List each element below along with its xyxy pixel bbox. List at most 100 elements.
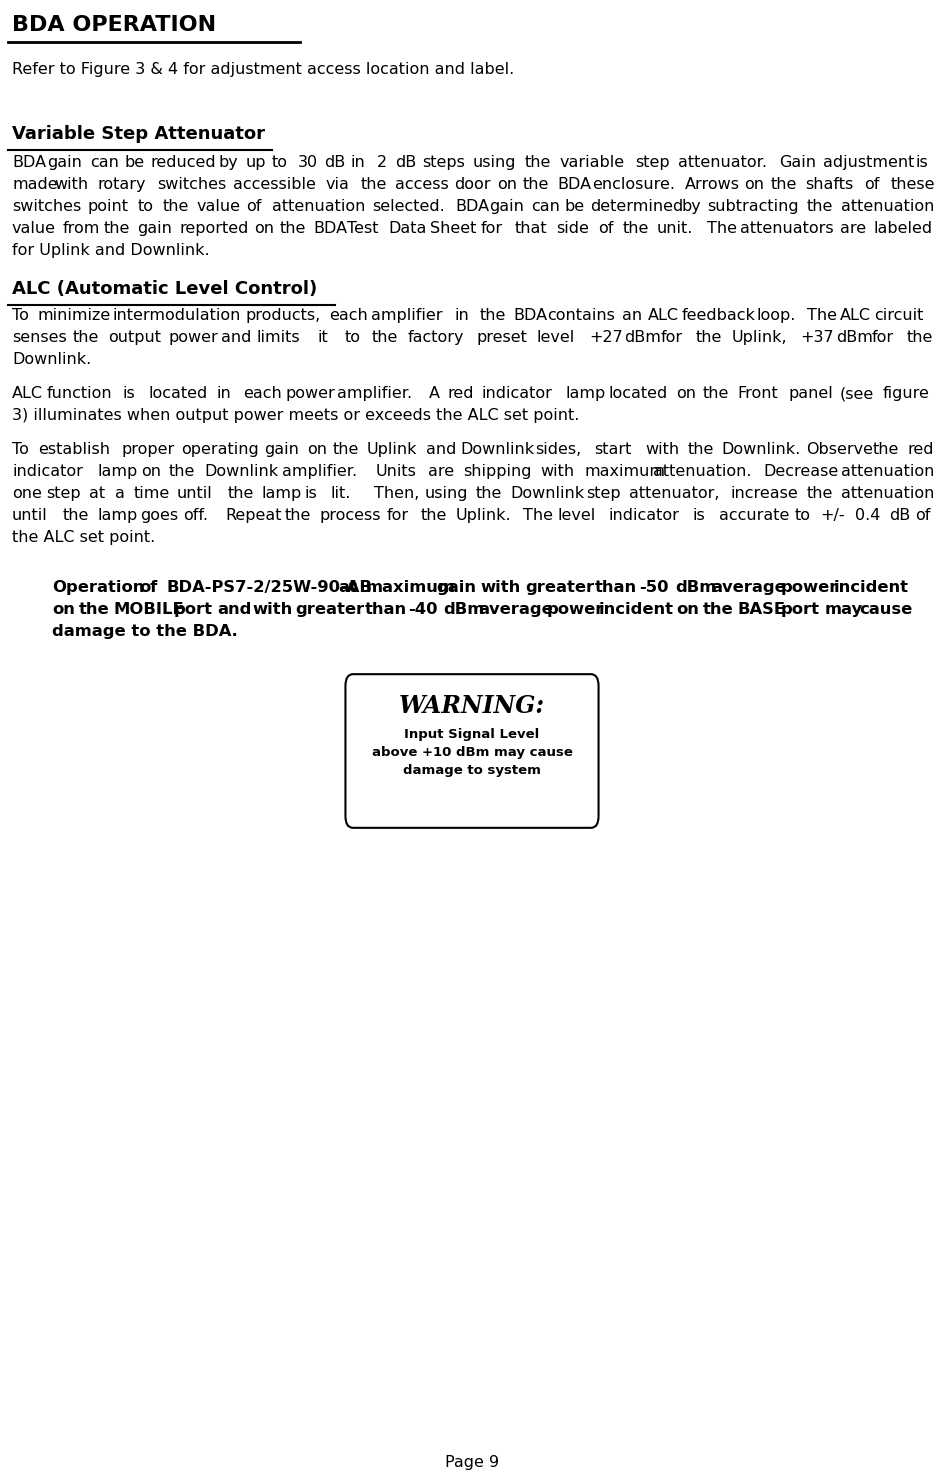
Text: BDA: BDA [12,155,46,170]
Text: the: the [806,486,833,501]
Text: lamp: lamp [97,464,138,479]
Text: on: on [676,602,700,616]
Text: figure: figure [882,386,929,401]
Text: greater: greater [525,579,594,596]
Text: +/-: +/- [820,508,845,523]
Text: damage to system: damage to system [403,764,541,777]
Text: up: up [245,155,265,170]
Text: in: in [351,155,365,170]
Text: indicator: indicator [608,508,680,523]
Text: the: the [372,330,398,344]
Text: using: using [473,155,516,170]
Text: Uplink,: Uplink, [732,330,787,344]
Text: it: it [317,330,328,344]
Text: one: one [12,486,42,501]
Text: an: an [622,307,643,324]
Text: that: that [514,222,547,236]
Text: port: port [781,602,820,616]
Text: located: located [149,386,208,401]
Text: BDA: BDA [514,307,548,324]
Text: the: the [63,508,90,523]
Text: goes: goes [140,508,178,523]
Text: using: using [425,486,468,501]
Text: the: the [687,442,714,457]
Text: a: a [115,486,126,501]
Text: intermodulation: intermodulation [112,307,241,324]
Text: Sheet: Sheet [430,222,477,236]
Text: BDA: BDA [455,200,490,214]
Text: ALC (Automatic Level Control): ALC (Automatic Level Control) [12,279,317,299]
Text: the: the [807,200,834,214]
Text: products,: products, [245,307,321,324]
Text: the: the [623,222,649,236]
Text: and: and [217,602,252,616]
Text: factory: factory [407,330,464,344]
Text: via: via [326,177,349,192]
Text: attenuation: attenuation [841,486,934,501]
Text: MOBILE: MOBILE [113,602,184,616]
Text: accessible: accessible [233,177,316,192]
Text: indicator: indicator [481,386,552,401]
Text: at: at [90,486,106,501]
Text: value: value [196,200,241,214]
Text: 0.4: 0.4 [855,508,881,523]
Text: in: in [455,307,469,324]
Text: reduced: reduced [151,155,216,170]
Text: each: each [329,307,368,324]
Text: BDA: BDA [313,222,347,236]
Text: the: the [523,177,549,192]
Text: +27: +27 [589,330,623,344]
Text: circuit: circuit [874,307,923,324]
Text: port: port [174,602,212,616]
Text: with: with [55,177,89,192]
Text: than: than [364,602,407,616]
Text: level: level [557,508,596,523]
Text: on: on [255,222,275,236]
Text: Downlink: Downlink [511,486,584,501]
Text: level: level [537,330,575,344]
Text: for Uplink and Downlink.: for Uplink and Downlink. [12,242,210,259]
Text: is: is [305,486,317,501]
Text: above +10 dBm may cause: above +10 dBm may cause [372,746,572,760]
Text: the: the [702,386,729,401]
Text: dBm: dBm [443,602,484,616]
Text: are: are [428,464,454,479]
Text: Uplink: Uplink [367,442,417,457]
Text: lamp: lamp [565,386,606,401]
Text: attenuator.: attenuator. [679,155,767,170]
Text: on: on [677,386,697,401]
Text: average: average [478,602,552,616]
Text: Page 9: Page 9 [445,1454,499,1471]
Text: sides,: sides, [535,442,582,457]
Text: Downlink.: Downlink. [12,352,92,367]
Text: the: the [228,486,254,501]
Text: to: to [272,155,288,170]
Text: To: To [12,307,29,324]
Text: Observe: Observe [805,442,872,457]
Text: with: with [480,579,520,596]
Text: than: than [595,579,637,596]
Text: to: to [138,200,153,214]
Text: shafts: shafts [805,177,853,192]
Text: the: the [279,222,306,236]
Text: power: power [781,579,838,596]
Text: Refer to Figure 3 & 4 for adjustment access location and label.: Refer to Figure 3 & 4 for adjustment acc… [12,62,514,77]
Text: and: and [426,442,456,457]
Text: attenuation: attenuation [841,464,934,479]
Text: ALC: ALC [12,386,43,401]
Text: located: located [609,386,668,401]
Text: attenuation.: attenuation. [653,464,751,479]
Text: Downlink: Downlink [204,464,278,479]
Text: establish: establish [38,442,110,457]
Text: on: on [497,177,517,192]
Text: for: for [480,222,503,236]
Text: until: until [12,508,48,523]
Text: switches: switches [157,177,227,192]
Text: Downlink: Downlink [460,442,534,457]
Text: dB: dB [889,508,911,523]
Text: contains: contains [548,307,615,324]
Text: for: for [871,330,894,344]
Text: the: the [770,177,797,192]
Text: dBm: dBm [675,579,716,596]
Text: side: side [556,222,589,236]
